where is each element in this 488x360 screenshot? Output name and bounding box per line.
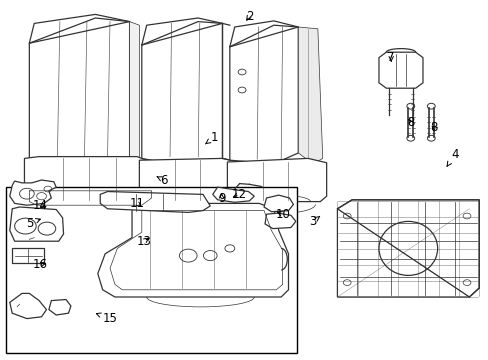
Text: 1: 1 <box>205 131 218 144</box>
Text: 2: 2 <box>245 10 253 23</box>
Polygon shape <box>337 200 478 297</box>
Polygon shape <box>12 248 44 263</box>
Polygon shape <box>100 192 210 212</box>
Polygon shape <box>29 18 129 169</box>
Polygon shape <box>129 22 139 158</box>
Polygon shape <box>227 158 326 202</box>
Text: 10: 10 <box>275 208 289 221</box>
Polygon shape <box>378 52 422 88</box>
Text: 6: 6 <box>157 174 167 186</box>
Polygon shape <box>139 158 239 202</box>
Text: 5: 5 <box>25 217 41 230</box>
Text: 14: 14 <box>33 199 48 212</box>
Polygon shape <box>298 27 322 164</box>
Polygon shape <box>24 157 151 202</box>
Text: 3: 3 <box>308 215 319 228</box>
Text: 7: 7 <box>386 51 394 64</box>
Text: 12: 12 <box>232 188 246 201</box>
Polygon shape <box>142 22 222 169</box>
Polygon shape <box>212 187 254 202</box>
Polygon shape <box>264 213 295 229</box>
Text: 9: 9 <box>217 192 225 204</box>
Text: 16: 16 <box>33 258 48 271</box>
Text: 8: 8 <box>429 121 437 134</box>
Bar <box>6 187 296 353</box>
Polygon shape <box>10 207 63 241</box>
Polygon shape <box>49 300 71 315</box>
Polygon shape <box>10 180 56 205</box>
Text: 8: 8 <box>406 116 414 129</box>
Text: 13: 13 <box>137 235 151 248</box>
Text: 15: 15 <box>96 312 117 325</box>
Text: 4: 4 <box>446 148 458 166</box>
Polygon shape <box>229 25 298 164</box>
Polygon shape <box>98 203 288 297</box>
Polygon shape <box>264 195 293 212</box>
Text: 11: 11 <box>129 197 144 210</box>
Polygon shape <box>10 293 46 319</box>
